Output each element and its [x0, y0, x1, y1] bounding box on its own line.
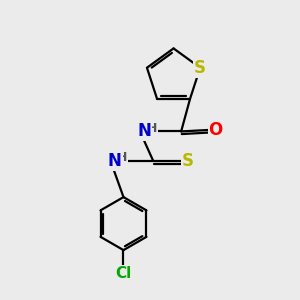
Text: S: S [194, 59, 206, 77]
Text: N: N [108, 152, 122, 170]
Text: H: H [117, 152, 128, 164]
Text: H: H [146, 122, 157, 135]
Text: Cl: Cl [116, 266, 132, 281]
Text: O: O [208, 121, 223, 139]
Text: S: S [182, 152, 194, 170]
Text: N: N [137, 122, 151, 140]
